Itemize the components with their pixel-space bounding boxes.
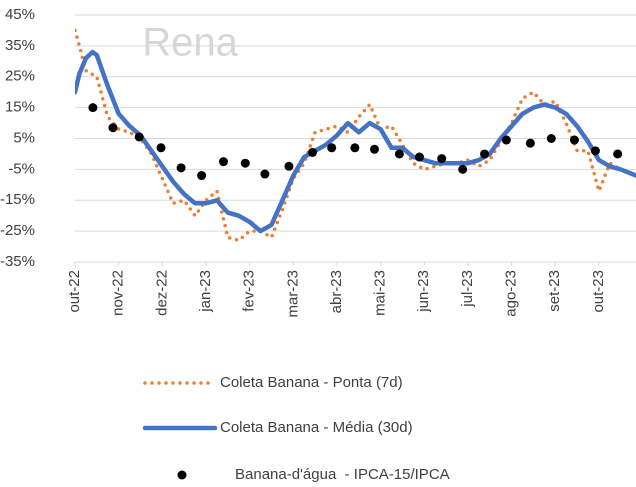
data-point: [108, 123, 118, 133]
data-point: [240, 158, 250, 168]
y-tick-label: 45%: [5, 6, 35, 23]
x-tick-label: abr-23: [328, 270, 345, 313]
y-tick-label: -15%: [0, 191, 35, 208]
data-point: [437, 154, 447, 164]
data-point: [414, 152, 424, 162]
data-point: [218, 157, 228, 167]
y-tick-label: -5%: [8, 160, 35, 177]
data-point: [260, 169, 270, 179]
y-tick-label: 25%: [5, 68, 35, 85]
watermark: Rena: [142, 21, 238, 65]
y-tick-label: 5%: [13, 129, 35, 146]
x-tick-label: ago-23: [503, 270, 520, 317]
data-point: [569, 135, 579, 145]
data-point: [369, 144, 379, 154]
data-point: [197, 171, 207, 181]
x-tick-label: jul-23: [459, 270, 476, 308]
data-point: [394, 149, 404, 159]
data-point: [590, 146, 600, 156]
legend-label: Coleta Banana - Ponta (7d): [220, 374, 403, 391]
x-tick-label: dez-22: [153, 270, 170, 316]
data-point: [525, 138, 535, 148]
y-tick-label: -25%: [0, 222, 35, 239]
legend-marker: [177, 470, 187, 480]
data-point: [458, 164, 468, 174]
legend-label: Banana-d'água - IPCA-15/IPCA: [235, 466, 450, 483]
x-tick-label: out-23: [590, 270, 607, 313]
y-tick-label: 35%: [5, 37, 35, 54]
line-series: [75, 49, 636, 234]
x-tick-label: out-22: [66, 270, 83, 313]
data-point: [350, 143, 360, 153]
data-point: [156, 143, 166, 153]
x-tick-label: mai-23: [372, 270, 389, 316]
x-tick-label: jun-23: [415, 270, 432, 313]
data-point: [307, 147, 317, 157]
x-tick-label: jan-23: [197, 270, 214, 313]
x-tick-label: mar-23: [284, 270, 301, 318]
x-tick-label: set-23: [546, 270, 563, 312]
data-point: [134, 132, 144, 142]
y-tick-label: -35%: [0, 253, 35, 270]
y-tick-label: 15%: [5, 99, 35, 116]
data-point: [546, 134, 556, 143]
data-point: [88, 103, 98, 113]
line-series: [75, 28, 636, 243]
data-point: [284, 161, 294, 171]
legend-label: Coleta Banana - Média (30d): [220, 419, 413, 436]
data-point: [327, 143, 337, 153]
x-tick-label: fev-23: [241, 270, 258, 312]
data-point: [613, 149, 623, 159]
data-point: [480, 149, 490, 159]
data-point: [176, 163, 186, 173]
x-tick-label: nov-22: [110, 270, 127, 316]
data-point: [501, 135, 511, 145]
